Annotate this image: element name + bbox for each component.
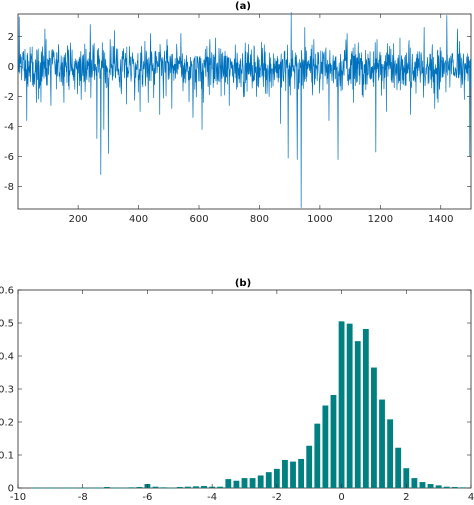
- histogram-bar: [95, 487, 102, 489]
- panel-a-ytick-label: 2: [8, 32, 14, 43]
- histogram-bar: [55, 487, 62, 489]
- histogram-bar: [87, 487, 94, 489]
- histogram-bar: [435, 485, 442, 488]
- histogram-bar: [387, 419, 394, 488]
- panel-a-ytick-label: -2: [4, 92, 14, 103]
- histogram-bar: [193, 486, 199, 488]
- histogram-bar: [419, 482, 426, 488]
- histogram-bar: [39, 487, 46, 489]
- panel-a-xtick-label: 800: [250, 214, 269, 225]
- panel-a-xtick-label: 1000: [307, 214, 332, 225]
- histogram-bar: [338, 321, 345, 488]
- panel-a: (a) 200 400 600 800 1000 1200 1400 -8 -6 -4 -2 0 2: [4, 1, 472, 225]
- panel-b-xtick-label: -6: [142, 492, 152, 503]
- histogram-bar: [322, 405, 329, 488]
- histogram-bar: [217, 486, 224, 488]
- histogram-bar: [290, 461, 296, 488]
- panel-b-xtick-label: -8: [78, 492, 88, 503]
- panel-b-ytick-label: 0.5: [0, 319, 14, 330]
- panel-b-xtick-label: -10: [10, 492, 26, 503]
- panel-b: (b) -10 -8 -6 -4 -2 0 2 4 0 0.1 0.2 0.3 0.4 0.5 0.6: [0, 278, 474, 503]
- histogram-bar: [298, 458, 305, 488]
- panel-b-xtick-label: 4: [468, 492, 474, 503]
- panel-b-axes-box: [17, 289, 472, 489]
- panel-a-xtick-label: 1400: [428, 214, 453, 225]
- histogram-bar: [184, 486, 191, 488]
- histogram-bar: [225, 479, 232, 488]
- histogram-bar: [128, 487, 135, 489]
- histogram-bar: [71, 487, 78, 489]
- panel-a-ytick-label: 0: [8, 62, 14, 73]
- panel-b-ytick-label: 0.2: [0, 418, 14, 429]
- panel-b-xtick-label: 0: [338, 492, 344, 503]
- panel-b-bars: [31, 321, 466, 489]
- histogram-bar: [63, 487, 70, 489]
- panel-a-xtick-label: 400: [129, 214, 148, 225]
- panel-a-xtick-label: 600: [189, 214, 208, 225]
- panel-a-ytick-label: -4: [4, 122, 14, 133]
- histogram-bar: [306, 445, 313, 488]
- histogram-bar: [395, 447, 402, 488]
- panel-b-title: (b): [235, 278, 251, 289]
- panel-b-xtick-label: -2: [272, 492, 282, 503]
- histogram-bar: [273, 468, 280, 488]
- histogram-bar: [233, 480, 240, 488]
- histogram-bar: [160, 487, 167, 489]
- panel-b-ytick-label: 0.6: [0, 286, 14, 297]
- histogram-bar: [201, 486, 207, 488]
- panel-a-xtick-label: 1200: [368, 214, 393, 225]
- histogram-bar: [443, 486, 450, 488]
- histogram-bar: [104, 487, 110, 488]
- histogram-bar: [362, 328, 369, 488]
- panel-a-axes-box: [17, 13, 472, 210]
- panel-b-xtick-label: -4: [207, 492, 217, 503]
- histogram-bar: [403, 468, 410, 488]
- panel-b-ticks: -10 -8 -6 -4 -2 0 2 4 0 0.1 0.2 0.3 0.4 0.5 0.6: [0, 286, 474, 504]
- histogram-bar: [314, 423, 321, 488]
- histogram-bar: [112, 487, 118, 489]
- panel-b-ytick-label: 0: [8, 484, 14, 495]
- panel-b-ytick-label: 0.4: [0, 352, 14, 363]
- histogram-bar: [282, 459, 288, 488]
- histogram-bar: [427, 484, 434, 488]
- panel-a-ytick-label: -8: [4, 182, 14, 193]
- histogram-bar: [31, 487, 38, 489]
- panel-a-plot-area: [17, 12, 472, 208]
- histogram-bar: [47, 487, 54, 489]
- histogram-bar: [354, 341, 361, 488]
- histogram-bar: [257, 475, 264, 488]
- histogram-bar: [451, 487, 458, 488]
- panel-a-ticks: 200 400 600 800 1000 1200 1400 -8 -6 -4 -2 0 2: [4, 14, 471, 225]
- panel-b-ytick-label: 0.3: [0, 385, 14, 396]
- panel-b-xtick-label: 2: [403, 492, 409, 503]
- histogram-bar: [265, 472, 272, 488]
- histogram-bar: [460, 487, 466, 489]
- histogram-bar: [79, 487, 86, 489]
- histogram-bar: [152, 486, 159, 488]
- histogram-bar: [120, 487, 127, 489]
- histogram-bar: [249, 478, 256, 488]
- histogram-bar: [346, 323, 353, 488]
- histogram-bar: [379, 399, 385, 488]
- panel-a-series-line: [17, 12, 472, 208]
- panel-a-ytick-label: -6: [4, 152, 14, 163]
- panel-b-ytick-label: 0.1: [0, 451, 14, 462]
- histogram-bar: [176, 487, 183, 488]
- histogram-bar: [411, 478, 418, 488]
- panel-a-title: (a): [235, 1, 251, 12]
- histogram-bar: [371, 367, 377, 488]
- histogram-bar: [241, 478, 248, 488]
- histogram-bar: [330, 394, 337, 488]
- histogram-bar: [168, 487, 175, 489]
- panel-a-xtick-label: 200: [69, 214, 88, 225]
- histogram-bar: [136, 487, 143, 488]
